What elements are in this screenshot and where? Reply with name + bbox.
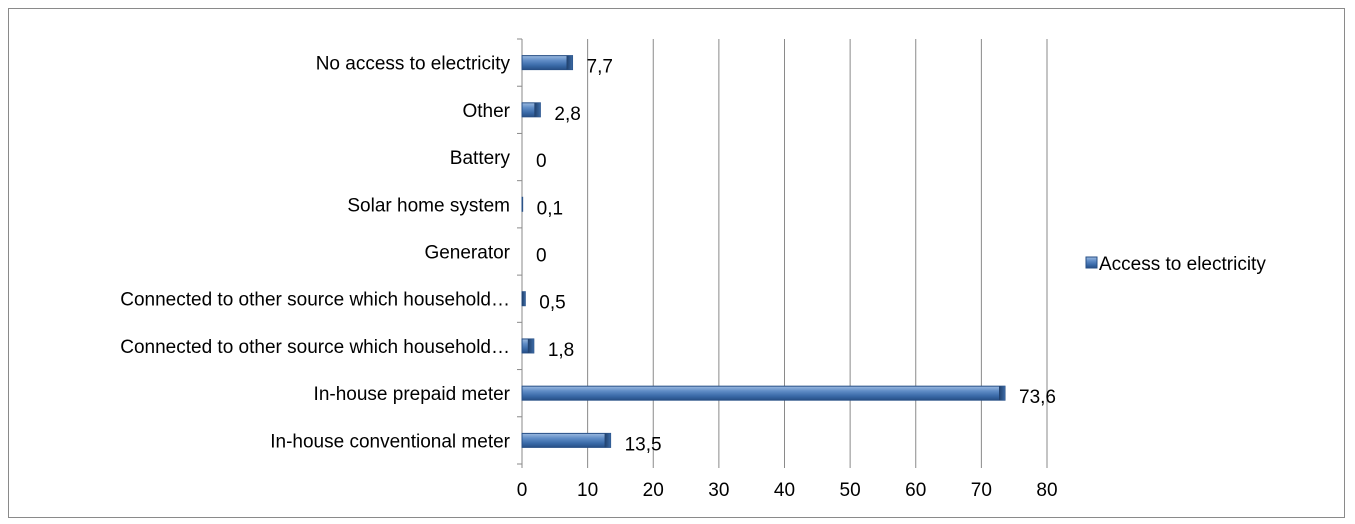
x-tick-label: 30 (708, 480, 729, 501)
bar-end-cap (999, 386, 1005, 401)
category-label: Other (462, 101, 510, 122)
bars (521, 55, 1006, 448)
category-label: In-house prepaid meter (314, 384, 511, 405)
bar (521, 55, 574, 71)
x-tick-label: 80 (1036, 480, 1057, 501)
x-tick-label: 20 (643, 480, 664, 501)
chart-frame: 0 10 20 30 40 50 60 70 80 No access to electricit… (8, 8, 1345, 518)
legend-label: Access to electricity (1099, 254, 1266, 275)
data-label: 2,8 (554, 104, 580, 125)
category-label: No access to electricity (316, 54, 511, 75)
x-tick-label: 50 (840, 480, 861, 501)
x-tick-label: 10 (577, 480, 598, 501)
category-label: Solar home system (347, 195, 510, 216)
data-label: 0,5 (539, 293, 565, 314)
data-label: 13,5 (625, 434, 662, 455)
bar-end-cap (522, 291, 526, 306)
category-label: Connected to other source which househol… (120, 337, 510, 358)
x-tick-label: 70 (971, 480, 992, 501)
grid-lines (517, 38, 1048, 468)
bar-end-cap (604, 433, 611, 448)
category-label: Generator (424, 243, 510, 264)
x-tick-label: 0 (517, 480, 528, 501)
category-label: Connected to other source which househol… (120, 290, 510, 311)
labels: 0 10 20 30 40 50 60 70 80 No access to electricit… (120, 54, 1057, 501)
x-tick-label: 40 (774, 480, 795, 501)
bar-end-cap (522, 197, 523, 212)
bar (521, 432, 612, 448)
data-label: 0 (536, 246, 547, 267)
bar (521, 385, 1006, 401)
data-label: 73,6 (1019, 387, 1056, 408)
legend: Access to electricity (1085, 254, 1266, 275)
bar-chart: 0 10 20 30 40 50 60 70 80 No access to electricit… (120, 38, 1266, 501)
bar-end-cap (566, 55, 573, 70)
bar-end-cap (527, 338, 534, 353)
data-label: 0,1 (537, 198, 563, 219)
data-label: 0 (536, 151, 547, 172)
category-label: Battery (450, 148, 511, 169)
bar-end-cap (534, 102, 541, 117)
data-label: 7,7 (587, 57, 613, 78)
x-tick-label: 60 (905, 480, 926, 501)
data-label: 1,8 (548, 340, 574, 361)
category-label: In-house conventional meter (270, 431, 510, 452)
legend-swatch (1085, 256, 1098, 269)
